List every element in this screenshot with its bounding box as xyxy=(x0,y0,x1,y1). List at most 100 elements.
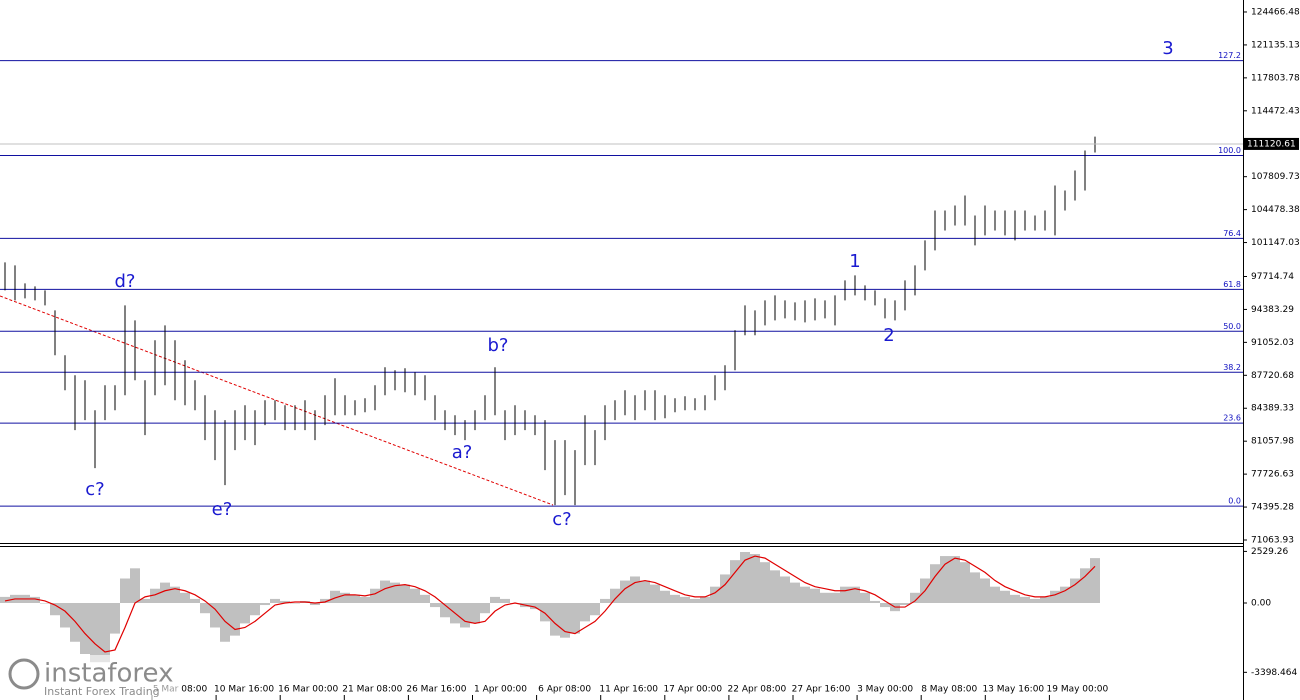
macd-bar xyxy=(720,574,730,603)
x-tick-label: 13 May 16:00 xyxy=(982,685,1044,695)
macd-bar xyxy=(940,556,950,603)
x-tick-label: 27 Apr 16:00 xyxy=(792,685,851,695)
macd-bar xyxy=(320,598,330,603)
macd-bar xyxy=(260,602,270,606)
macd-bar xyxy=(1000,590,1010,603)
macd-bar xyxy=(810,588,820,603)
y-tick-label: 87720.68 xyxy=(1251,371,1294,381)
macd-bar xyxy=(690,598,700,603)
macd-bar xyxy=(780,576,790,603)
macd-bar xyxy=(380,580,390,603)
macd-bar xyxy=(150,588,160,603)
macd-bar xyxy=(590,602,600,616)
macd-bar xyxy=(500,598,510,603)
y-tick-label: 94383.29 xyxy=(1251,305,1294,315)
macd-bar xyxy=(680,596,690,603)
x-tick-label: 26 Mar 16:00 xyxy=(406,685,466,695)
macd-bar xyxy=(30,596,40,603)
y-tick-label: 101147.03 xyxy=(1251,238,1300,248)
fib-level-label: 38.2 xyxy=(1223,363,1241,372)
x-tick-label: 16 Mar 00:00 xyxy=(278,685,338,695)
macd-bar xyxy=(0,596,10,603)
macd-bar xyxy=(790,582,800,603)
x-tick-label: 17 Apr 00:00 xyxy=(663,685,722,695)
macd-bar xyxy=(210,602,220,628)
macd-bar xyxy=(80,602,90,654)
macd-bar xyxy=(200,602,210,614)
macd-bar xyxy=(410,588,420,603)
macd-bar xyxy=(170,586,180,603)
macd-bar xyxy=(760,562,770,603)
x-tick-label: 6 Apr 08:00 xyxy=(538,685,591,695)
y-tick-label: 91052.03 xyxy=(1251,338,1294,348)
macd-bar xyxy=(100,602,110,663)
macd-bar xyxy=(980,578,990,603)
macd-bar xyxy=(1090,558,1100,603)
fib-level-label: 127.2 xyxy=(1218,51,1241,60)
macd-bar xyxy=(910,592,920,603)
wave-label: a? xyxy=(452,442,473,463)
y-tick-label: 117803.78 xyxy=(1251,73,1300,83)
macd-bar xyxy=(600,598,610,603)
wave-label: 3 xyxy=(1162,38,1173,59)
logo: instaforex Instant Forex Trading xyxy=(0,655,180,700)
macd-bar xyxy=(1060,586,1070,603)
macd-bar xyxy=(670,594,680,603)
macd-bar xyxy=(560,602,570,638)
macd-bar xyxy=(310,602,320,606)
macd-bar xyxy=(40,602,50,604)
macd-bar xyxy=(470,602,480,624)
fib-level-label: 0.0 xyxy=(1228,497,1241,506)
wave-label: c? xyxy=(552,509,571,530)
macd-bar xyxy=(840,586,850,603)
y-tick-label: 74395.28 xyxy=(1251,503,1294,513)
x-tick-label: 3 May 00:00 xyxy=(857,685,913,695)
macd-bar xyxy=(1040,596,1050,603)
macd-bar xyxy=(400,584,410,603)
macd-bar xyxy=(620,580,630,603)
macd-bar xyxy=(120,578,130,603)
macd-bar xyxy=(90,602,100,663)
x-tick-label: 10 Mar 16:00 xyxy=(214,685,274,695)
macd-bar xyxy=(490,596,500,603)
wave-label: d? xyxy=(115,271,136,292)
fib-level-label: 61.8 xyxy=(1223,280,1241,289)
macd-bar xyxy=(390,582,400,603)
y-tick-label: 84389.33 xyxy=(1251,404,1294,414)
fib-level-label: 50.0 xyxy=(1223,322,1241,331)
macd-bar xyxy=(580,602,590,622)
macd-bar xyxy=(340,592,350,603)
fib-level-label: 100.0 xyxy=(1218,146,1241,155)
y-tick-label: 124466.48 xyxy=(1251,7,1300,17)
macd-bar xyxy=(650,584,660,603)
macd-bar xyxy=(750,554,760,603)
macd-bar xyxy=(880,602,890,608)
wave-label: c? xyxy=(85,479,104,500)
wave-label: 1 xyxy=(849,251,860,272)
macd-bar xyxy=(930,564,940,603)
macd-bar xyxy=(440,602,450,618)
macd-bar xyxy=(230,602,240,636)
macd-bar xyxy=(190,598,200,603)
logo-icon xyxy=(8,658,40,690)
current-price-box xyxy=(1243,137,1299,150)
x-tick-label: 8 May 08:00 xyxy=(921,685,977,695)
logo-text: instaforex xyxy=(44,659,173,689)
macd-bar xyxy=(360,596,370,603)
macd-bar xyxy=(240,602,250,624)
macd-y-tick-label: 2529.26 xyxy=(1251,547,1288,557)
macd-bar xyxy=(480,602,490,614)
wave-label: e? xyxy=(212,499,233,520)
y-tick-label: 77726.63 xyxy=(1251,470,1294,480)
macd-bar xyxy=(350,594,360,603)
macd-bar xyxy=(570,602,580,634)
wave-label: b? xyxy=(488,335,509,356)
macd-bar xyxy=(660,590,670,603)
macd-bar xyxy=(970,572,980,603)
y-tick-label: 71063.93 xyxy=(1251,536,1294,546)
current-price-label: 111120.61 xyxy=(1247,139,1296,149)
x-tick-label: 21 Mar 08:00 xyxy=(342,685,402,695)
y-tick-label: 121135.13 xyxy=(1251,40,1300,50)
macd-bar xyxy=(960,562,970,603)
